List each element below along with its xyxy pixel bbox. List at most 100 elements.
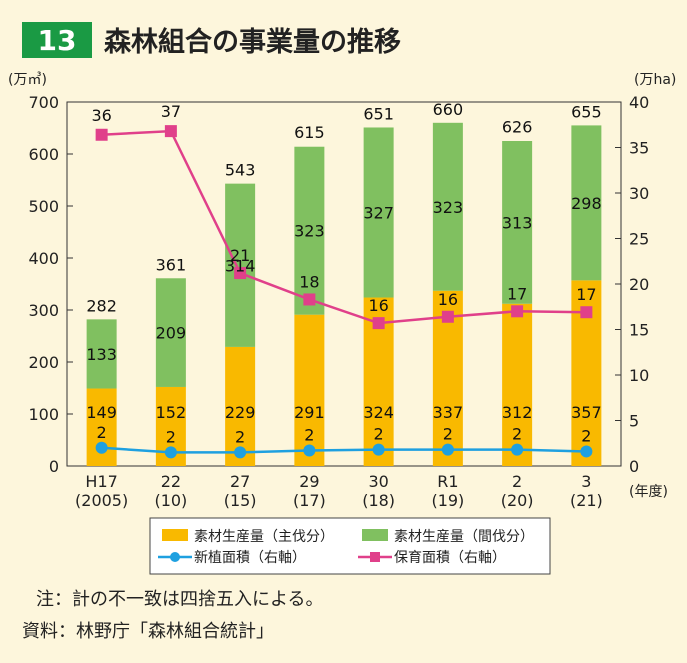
legend-label-planting: 新植面積（右軸）: [194, 550, 306, 566]
planting-area-point: [303, 444, 316, 457]
left-tick-label: 500: [28, 197, 59, 216]
left-tick-label: 0: [49, 457, 59, 476]
right-tick-label: 35: [629, 139, 649, 158]
x-tick-sublabel: (18): [362, 491, 395, 510]
planting-value-label: 2: [443, 425, 453, 444]
bar-main-cut: [225, 346, 256, 466]
nursing-value-label: 17: [507, 284, 527, 303]
bar-thinning: [502, 141, 533, 304]
bar-thinning: [432, 122, 463, 291]
x-tick-label: 3: [581, 472, 591, 491]
legend-marker-planting: [170, 552, 180, 562]
nursing-value-label: 18: [299, 272, 319, 291]
main-cut-value-label: 229: [225, 403, 256, 422]
left-tick-label: 400: [28, 249, 59, 268]
thinning-value-label: 298: [571, 194, 602, 213]
x-tick-sublabel: (19): [431, 491, 464, 510]
thinning-value-label: 313: [502, 213, 533, 232]
bar-thinning: [571, 125, 602, 281]
main-cut-value-label: 149: [86, 403, 117, 422]
legend-box: [149, 517, 551, 575]
planting-area-line: [101, 446, 587, 454]
bar-main-cut: [502, 303, 533, 466]
bar-thinning: [86, 319, 117, 389]
nursing-area-point: [511, 305, 524, 318]
bar-main-cut: [294, 314, 325, 466]
nursing-area-point: [95, 128, 108, 141]
chart: 13 森林組合の事業量の推移(万㎥) (万ha)010020030040050060…: [8, 22, 676, 575]
right-tick-label: 5: [629, 412, 639, 431]
planting-area-point: [580, 445, 593, 458]
thinning-value-label: 323: [433, 198, 464, 217]
planting-value-label: 2: [97, 423, 107, 442]
right-tick-label: 0: [629, 457, 639, 476]
right-tick-label: 10: [629, 366, 649, 385]
nursing-value-label: 16: [438, 290, 458, 309]
nursing-value-label: 36: [91, 106, 111, 125]
nursing-area-point: [303, 293, 316, 306]
bar-total-label: 282: [86, 296, 117, 315]
bar-total-label: 651: [363, 104, 394, 123]
left-tick-label: 100: [28, 405, 59, 424]
bar-thinning: [225, 183, 256, 347]
left-tick-label: 300: [28, 301, 59, 320]
x-tick-sublabel: (2005): [75, 491, 128, 510]
left-tick-label: 200: [28, 353, 59, 372]
legend-swatch-thinning: [362, 529, 388, 541]
x-axis-unit: (年度): [629, 484, 668, 500]
right-tick-label: 15: [629, 321, 649, 340]
planting-area-point: [441, 443, 454, 456]
bar-thinning: [294, 146, 325, 315]
planting-value-label: 2: [304, 426, 314, 445]
right-tick-label: 20: [629, 275, 649, 294]
main-cut-value-label: 152: [156, 403, 187, 422]
thinning-value-label: 314: [225, 256, 256, 275]
planting-value-label: 2: [166, 427, 176, 446]
left-axis-unit: (万㎥): [8, 72, 47, 88]
planting-area-point: [164, 446, 177, 459]
bar-total-label: 660: [433, 100, 464, 119]
x-tick-label: 27: [230, 472, 250, 491]
left-tick-label: 700: [28, 93, 59, 112]
plot-frame: [66, 101, 622, 467]
nursing-value-label: 37: [161, 102, 181, 121]
x-tick-sublabel: (20): [501, 491, 534, 510]
bar-total-label: 626: [502, 117, 533, 136]
legend-label-main-cut: 素材生産量（主伐分）: [194, 529, 334, 545]
x-tick-sublabel: (15): [224, 491, 257, 510]
figure-number-badge: [22, 22, 92, 58]
left-tick-label: 600: [28, 145, 59, 164]
right-axis-unit: (万ha): [634, 72, 676, 88]
nursing-area-point: [372, 317, 385, 330]
legend-swatch-main-cut: [162, 529, 188, 541]
planting-value-label: 2: [235, 427, 245, 446]
planting-area-point: [372, 443, 385, 456]
planting-value-label: 2: [374, 425, 384, 444]
nursing-area-point: [234, 267, 247, 280]
bar-thinning: [363, 127, 394, 298]
x-tick-label: 22: [161, 472, 181, 491]
chart-title: 森林組合の事業量の推移: [104, 26, 401, 58]
figure-number: 13: [38, 24, 77, 57]
planting-area-point: [234, 446, 247, 459]
thinning-value-label: 133: [86, 345, 117, 364]
x-tick-label: 30: [368, 472, 388, 491]
nursing-area-line: [101, 129, 587, 325]
planting-area-point: [511, 443, 524, 456]
nursing-area-point: [441, 310, 454, 323]
planting-value-label: 2: [512, 425, 522, 444]
main-cut-value-label: 357: [571, 403, 602, 422]
nursing-area-point: [580, 306, 593, 319]
x-tick-sublabel: (17): [293, 491, 326, 510]
bar-total-label: 615: [294, 123, 325, 142]
thinning-value-label: 323: [294, 222, 325, 241]
bar-total-label: 361: [156, 255, 187, 274]
main-cut-value-label: 291: [294, 403, 325, 422]
x-tick-label: 2: [512, 472, 522, 491]
right-tick-label: 40: [629, 93, 649, 112]
main-cut-value-label: 337: [433, 403, 464, 422]
bar-total-label: 655: [571, 102, 602, 121]
planting-area-point: [95, 441, 108, 454]
source-note: 資料：林野庁「森林組合統計」: [22, 621, 274, 642]
nursing-value-label: 21: [230, 246, 250, 265]
